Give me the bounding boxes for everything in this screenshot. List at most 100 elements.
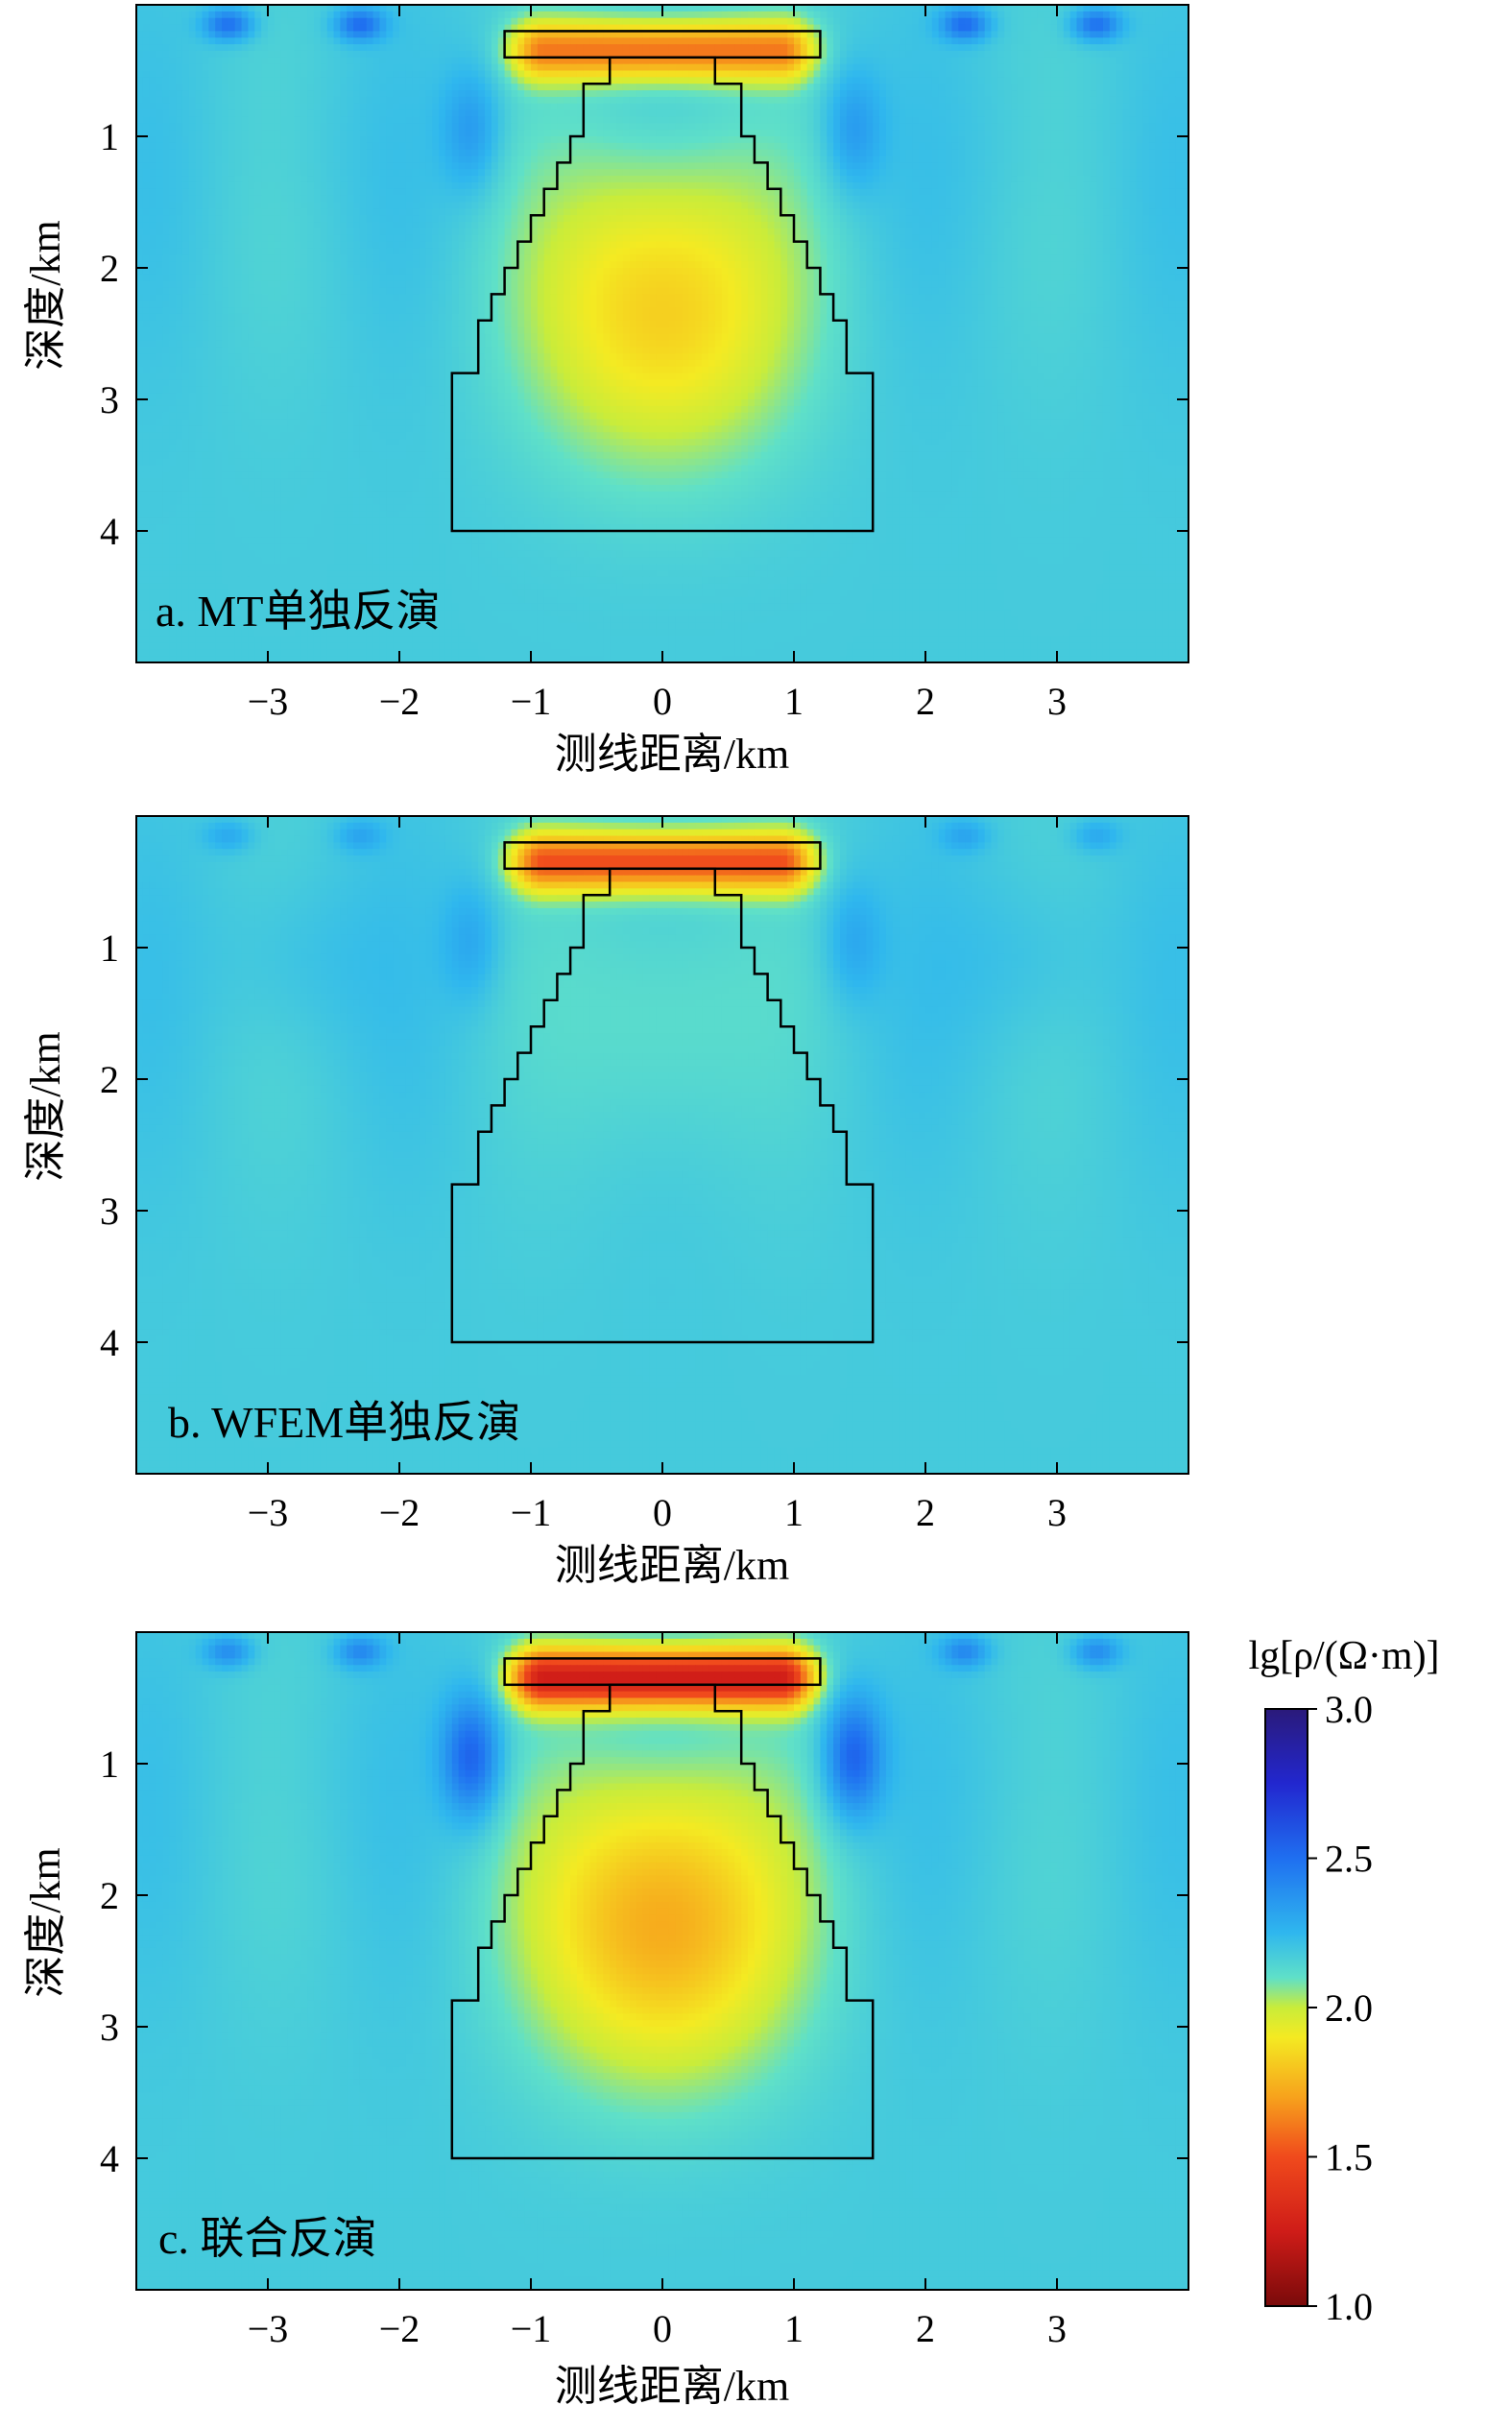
heatmap-cell: [879, 31, 886, 37]
heatmap-cell: [649, 84, 656, 90]
heatmap-cell: [538, 37, 544, 44]
heatmap-cell: [1024, 71, 1031, 78]
heatmap-cell: [379, 84, 386, 90]
heatmap-cell: [780, 84, 787, 90]
heatmap-cell: [544, 71, 551, 78]
heatmap-cell: [755, 77, 761, 84]
heatmap-cell: [1018, 18, 1024, 25]
heatmap-cell: [439, 37, 445, 44]
heatmap-cell: [254, 71, 261, 78]
heatmap-cell: [992, 25, 998, 32]
heatmap-cell: [597, 71, 604, 78]
heatmap-cell: [642, 77, 649, 84]
heatmap-cell: [919, 71, 925, 78]
heatmap-cell: [932, 51, 939, 58]
heatmap-cell: [169, 71, 176, 78]
heatmap-cell: [946, 64, 952, 71]
heatmap-cell: [1011, 51, 1018, 58]
heatmap-cell: [649, 37, 656, 44]
heatmap-cell: [420, 84, 426, 90]
heatmap-cell: [261, 71, 268, 78]
heatmap-cell: [215, 12, 222, 18]
heatmap-cell: [182, 77, 189, 84]
heatmap-cell: [196, 71, 203, 78]
heatmap-cell: [294, 5, 300, 12]
heatmap-cell: [242, 31, 249, 37]
heatmap-cell: [932, 58, 939, 64]
heatmap-cell: [1116, 12, 1123, 18]
heatmap-cell: [847, 12, 853, 18]
heatmap-cell: [853, 77, 860, 84]
heatmap-cell: [347, 90, 353, 97]
heatmap-cell: [1090, 18, 1096, 25]
heatmap-cell: [1090, 77, 1096, 84]
heatmap-cell: [215, 25, 222, 32]
heatmap-cell: [807, 84, 814, 90]
heatmap-cell: [498, 18, 505, 25]
heatmap-cell: [228, 71, 235, 78]
heatmap-cell: [827, 31, 833, 37]
heatmap-cell: [708, 18, 715, 25]
heatmap-cell: [997, 12, 1004, 18]
heatmap-cell: [590, 71, 597, 78]
heatmap-cell: [334, 18, 341, 25]
heatmap-cell: [1149, 44, 1156, 51]
heatmap-cell: [420, 58, 426, 64]
heatmap-cell: [597, 90, 604, 97]
heatmap-cell: [702, 44, 708, 51]
heatmap-cell: [1083, 51, 1090, 58]
heatmap-cell: [228, 64, 235, 71]
heatmap-cell: [958, 25, 965, 32]
heatmap-cell: [860, 5, 867, 12]
heatmap-cell: [932, 5, 939, 12]
heatmap-cell: [261, 18, 268, 25]
heatmap-cell: [564, 71, 570, 78]
heatmap-cell: [136, 58, 143, 64]
heatmap-cell: [1175, 71, 1182, 78]
heatmap-cell: [1103, 84, 1110, 90]
heatmap-cell: [649, 44, 656, 51]
heatmap-cell: [741, 12, 748, 18]
heatmap-cell: [642, 64, 649, 71]
heatmap-cell: [787, 77, 794, 84]
heatmap-cell: [300, 90, 307, 97]
heatmap-cell: [715, 44, 722, 51]
heatmap-cell: [761, 77, 768, 84]
heatmap-cell: [919, 51, 925, 58]
heatmap-cell: [156, 90, 163, 97]
heatmap-cell: [1083, 64, 1090, 71]
heatmap-cell: [577, 18, 584, 25]
heatmap-cell: [399, 58, 406, 64]
heatmap-cell: [478, 64, 485, 71]
heatmap-cell: [669, 84, 676, 90]
heatmap-cell: [656, 44, 662, 51]
heatmap-cell: [340, 84, 347, 90]
heatmap-cell: [1018, 77, 1024, 84]
heatmap-cell: [169, 84, 176, 90]
heatmap-cell: [156, 12, 163, 18]
heatmap-cell: [649, 5, 656, 12]
heatmap-cell: [774, 12, 780, 18]
heatmap-cell: [965, 25, 972, 32]
heatmap-cell: [327, 77, 334, 84]
heatmap-cell: [452, 44, 459, 51]
heatmap-cell: [505, 18, 512, 25]
heatmap-cell: [794, 37, 801, 44]
heatmap-cell: [1004, 58, 1011, 64]
heatmap-cell: [853, 18, 860, 25]
heatmap-cell: [1050, 31, 1057, 37]
heatmap-cell: [420, 12, 426, 18]
heatmap-cell: [1011, 5, 1018, 12]
heatmap-cell: [538, 5, 544, 12]
heatmap-cell: [900, 37, 906, 44]
heatmap-cell: [1110, 58, 1116, 64]
heatmap-cell: [1024, 12, 1031, 18]
heatmap-cell: [1077, 71, 1084, 78]
heatmap-cell: [136, 25, 143, 32]
heatmap-cell: [314, 64, 321, 71]
heatmap-cell: [314, 51, 321, 58]
heatmap-cell: [801, 18, 807, 25]
heatmap-cell: [248, 58, 254, 64]
heatmap-cell: [1037, 51, 1044, 58]
heatmap-cell: [702, 64, 708, 71]
